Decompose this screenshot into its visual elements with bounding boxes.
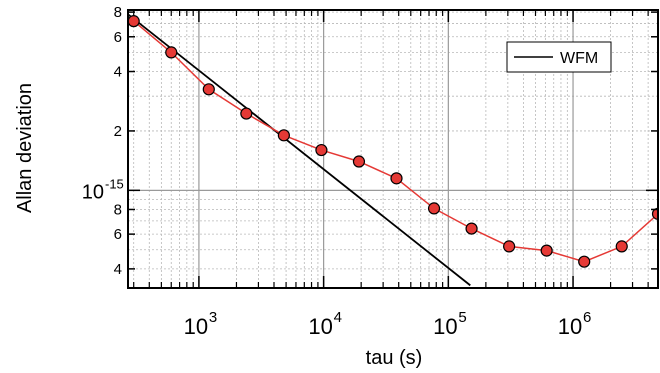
data-point	[578, 255, 591, 268]
legend-box	[506, 41, 612, 73]
x-tick-label-exponent: 3	[209, 309, 217, 326]
x-tick-label-exponent: 5	[458, 309, 466, 326]
series-line-wfm	[128, 13, 471, 287]
data-point	[503, 240, 516, 253]
data-point	[128, 15, 140, 28]
y-tick-label: 6	[114, 226, 122, 243]
data-point	[427, 202, 441, 215]
y-tick-label: 10	[82, 181, 104, 203]
data-point	[615, 240, 628, 253]
ticks-layer	[128, 10, 658, 288]
data-point	[277, 129, 290, 142]
plot-frame	[127, 9, 659, 289]
data-point	[465, 222, 478, 235]
data-point	[651, 207, 658, 220]
x-tick-label-exponent: 4	[334, 309, 342, 326]
data-point	[240, 107, 253, 120]
x-tick-label-exponent: 6	[583, 309, 591, 326]
y-tick-label: 8	[114, 201, 122, 218]
y-tick-label: 2	[114, 123, 122, 140]
data-point	[390, 172, 403, 185]
y-tick-label-exponent: -15	[105, 176, 124, 191]
y-tick-label: 4	[114, 64, 122, 81]
data-point	[165, 46, 178, 59]
y-tick-label: 8	[114, 4, 122, 21]
data-point	[540, 244, 553, 257]
x-tick-label: 10	[308, 314, 332, 339]
y-tick-label: 6	[114, 29, 122, 46]
legend: WFM	[506, 41, 612, 73]
legend-label-wfm: WFM	[560, 50, 598, 67]
y-tick-label: 4	[114, 261, 122, 278]
x-tick-label: 10	[433, 314, 457, 339]
y-axis-title: Allan deviation	[14, 83, 36, 213]
data-point	[202, 83, 215, 96]
data-point	[352, 155, 366, 168]
x-axis-title: tau (s)	[366, 347, 423, 369]
series-layer	[128, 13, 658, 287]
x-tick-label: 10	[184, 314, 208, 339]
data-point	[315, 143, 328, 157]
x-tick-label: 10	[558, 314, 582, 339]
